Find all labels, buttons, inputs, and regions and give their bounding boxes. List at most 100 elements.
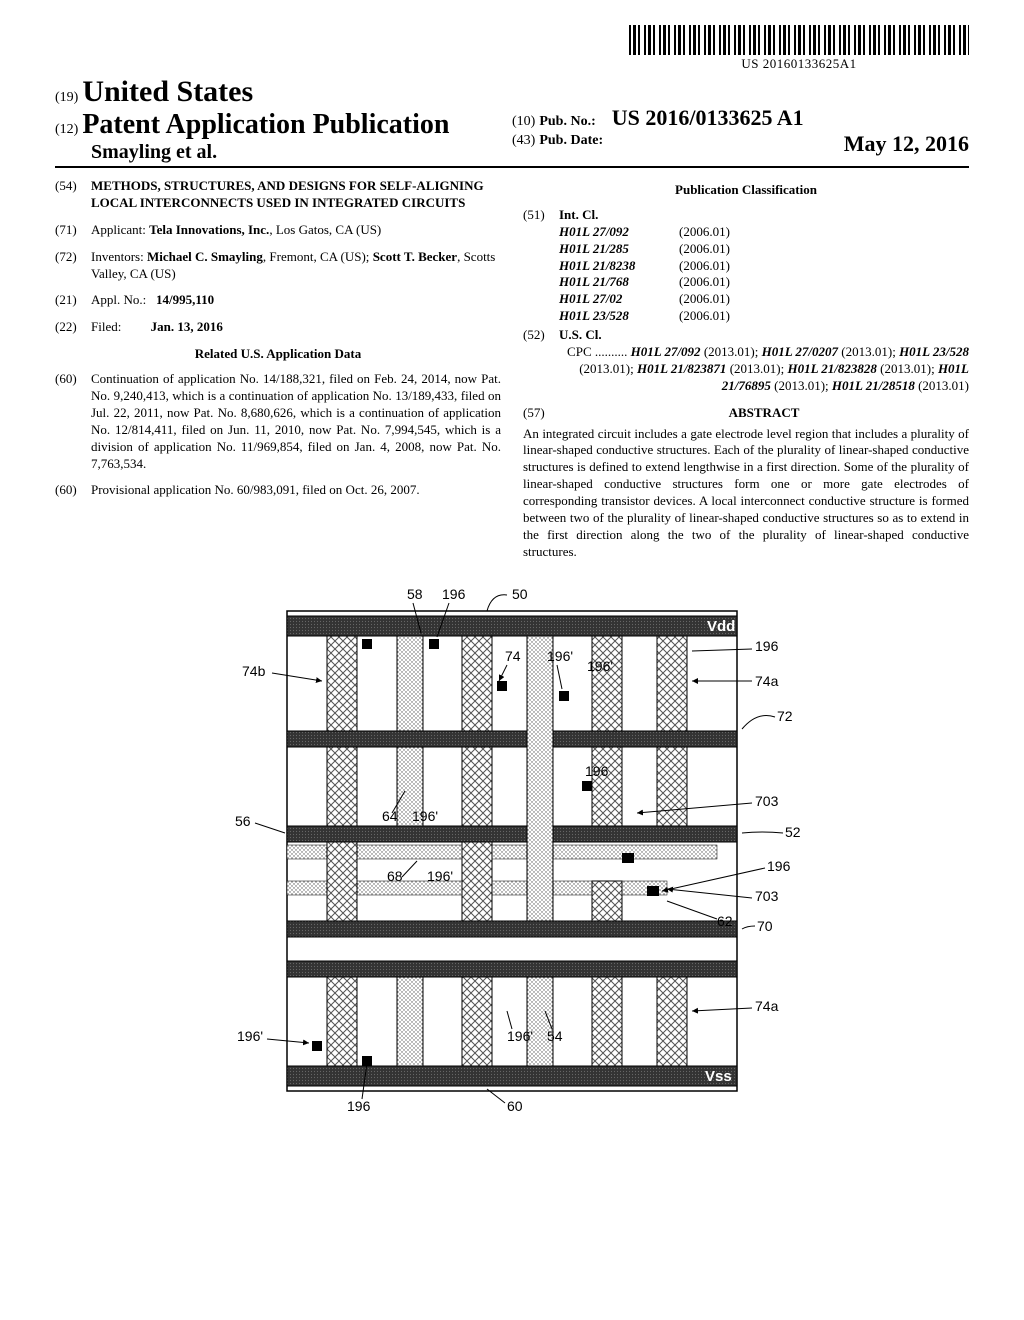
cpc-y: (2013.01); [771, 378, 832, 393]
field-21: (21) Appl. No.: 14/995,110 [55, 292, 501, 309]
lbl-196pc: 196' [412, 808, 438, 824]
left-column: (54) METHODS, STRUCTURES, AND DESIGNS FO… [55, 178, 501, 561]
code-52: (52) [523, 327, 559, 395]
pubno: US 2016/0133625 A1 [612, 105, 804, 130]
code-60b: (60) [55, 482, 91, 499]
applicant-name: Tela Innovations, Inc. [149, 222, 269, 237]
code-72: (72) [55, 249, 91, 283]
lbl-60: 60 [507, 1098, 523, 1114]
right-column: Publication Classification (51) Int. Cl.… [523, 178, 969, 561]
filed-date: Jan. 13, 2016 [151, 319, 223, 334]
header-left: (19) United States (12) Patent Applicati… [55, 75, 512, 164]
pubdate-code: (43) [512, 133, 535, 148]
pubdate-label: Pub. Date: [539, 133, 603, 148]
intcl-year: (2006.01) [679, 274, 769, 291]
intcl-year: (2006.01) [679, 258, 769, 275]
vss-label: Vss [705, 1068, 732, 1085]
code-51: (51) [523, 207, 559, 325]
body-21: Appl. No.: 14/995,110 [91, 292, 501, 309]
authors: Smayling et al. [91, 141, 217, 163]
cpc-y: (2013.01); [701, 344, 762, 359]
body-22: Filed: Jan. 13, 2016 [91, 319, 501, 336]
title-54: METHODS, STRUCTURES, AND DESIGNS FOR SEL… [91, 178, 501, 212]
lbl-196pe: 196' [237, 1028, 263, 1044]
abstract-label: ABSTRACT [559, 405, 969, 422]
pubdate-line: (43) Pub. Date: May 12, 2016 [512, 131, 969, 157]
vdd-label: Vdd [707, 618, 735, 635]
lbl-196-top: 196 [442, 586, 466, 602]
lbl-196c: 196 [767, 858, 791, 874]
cpc-block: CPC .......... H01L 27/092 (2013.01); H0… [559, 344, 969, 395]
country-code: (19) [55, 90, 78, 105]
field-52: (52) U.S. Cl. CPC .......... H01L 27/092… [523, 327, 969, 395]
intcl-year: (2006.01) [679, 308, 769, 325]
applicant-loc: , Los Gatos, CA (US) [269, 222, 381, 237]
barcode-stripes [629, 25, 969, 55]
lbl-703a: 703 [755, 793, 779, 809]
body-71: Applicant: Tela Innovations, Inc., Los G… [91, 222, 501, 239]
lbl-196pa: 196' [547, 648, 573, 664]
lbl-72: 72 [777, 708, 793, 724]
body-52: U.S. Cl. CPC .......... H01L 27/092 (201… [559, 327, 969, 395]
inv1-name: Michael C. Smayling [147, 249, 263, 264]
lbl-196pb: 196' [587, 658, 613, 674]
body-72: Inventors: Michael C. Smayling, Fremont,… [91, 249, 501, 283]
lbl-64: 64 [382, 808, 398, 824]
lbl-196-bot: 196 [347, 1098, 371, 1114]
kind-code: (12) [55, 122, 78, 137]
pubno-code: (10) [512, 114, 535, 129]
intcl-code: H01L 21/8238 [559, 258, 679, 275]
cpc-y: (2013.01); [877, 361, 938, 376]
field-51: (51) Int. Cl. H01L 27/092 (2006.01) H01L… [523, 207, 969, 325]
intcl-code: H01L 21/768 [559, 274, 679, 291]
intcl-year: (2006.01) [679, 241, 769, 258]
lbl-50: 50 [512, 586, 528, 602]
label-51: Int. Cl. [559, 207, 969, 224]
country-line: (19) United States [55, 75, 512, 109]
intcl-code: H01L 23/528 [559, 308, 679, 325]
field-60a: (60) Continuation of application No. 14/… [55, 371, 501, 472]
inv2-name: Scott T. Becker [373, 249, 457, 264]
lbl-74a2: 74a [755, 998, 779, 1014]
cpc-c: H01L 23/528 [899, 344, 969, 359]
cpc-y: (2013.01); [579, 361, 637, 376]
intcl-year: (2006.01) [679, 224, 769, 241]
header-right: (10) Pub. No.: US 2016/0133625 A1 (43) P… [512, 75, 969, 164]
body-columns: (54) METHODS, STRUCTURES, AND DESIGNS FO… [55, 178, 969, 561]
lbl-70: 70 [757, 918, 773, 934]
cpc-c: H01L 21/823871 [637, 361, 726, 376]
lbl-52: 52 [785, 824, 801, 840]
inv1-loc: , Fremont, CA (US); [263, 249, 373, 264]
cpc-c: H01L 21/823828 [787, 361, 876, 376]
label-71: Applicant: [91, 222, 146, 237]
label-52: U.S. Cl. [559, 327, 969, 344]
appl-no: 14/995,110 [156, 292, 214, 307]
patent-figure: Vdd Vss [187, 581, 837, 1121]
barcode-number: US 20160133625A1 [629, 56, 969, 72]
cpc-label: CPC .......... [567, 344, 627, 359]
intcl-row: H01L 27/092 (2006.01) [559, 224, 969, 241]
intcl-row: H01L 27/02 (2006.01) [559, 291, 969, 308]
related-heading: Related U.S. Application Data [55, 346, 501, 363]
code-21: (21) [55, 292, 91, 309]
pubno-line: (10) Pub. No.: US 2016/0133625 A1 [512, 105, 969, 131]
code-22: (22) [55, 319, 91, 336]
code-57: (57) [523, 405, 559, 422]
lbl-703b: 703 [755, 888, 779, 904]
intcl-code: H01L 27/02 [559, 291, 679, 308]
authors-line-wrap: Smayling et al. [55, 141, 512, 164]
lbl-68: 68 [387, 868, 403, 884]
intcl-code: H01L 27/092 [559, 224, 679, 241]
intcl-table: H01L 27/092 (2006.01) H01L 21/285 (2006.… [559, 224, 969, 325]
pub-type: Patent Application Publication [82, 109, 449, 140]
pubdate: May 12, 2016 [844, 131, 969, 157]
lbl-74: 74 [505, 648, 521, 664]
abstract-text: An integrated circuit includes a gate el… [523, 426, 969, 561]
cpc-c: H01L 27/092 [631, 344, 701, 359]
label-22: Filed: [91, 319, 121, 334]
field-71: (71) Applicant: Tela Innovations, Inc., … [55, 222, 501, 239]
lbl-196pf: 196' [507, 1028, 533, 1044]
intcl-row: H01L 21/285 (2006.01) [559, 241, 969, 258]
field-72: (72) Inventors: Michael C. Smayling, Fre… [55, 249, 501, 283]
barcode-box: US 20160133625A1 [629, 25, 969, 72]
